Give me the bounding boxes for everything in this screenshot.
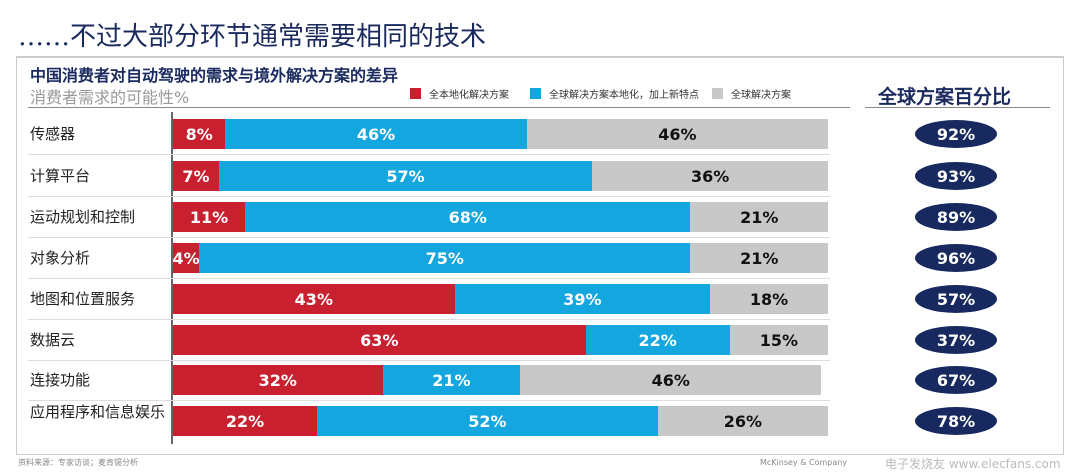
legend-item-global: 全球解决方案 xyxy=(712,86,791,101)
bar-segment: 21% xyxy=(690,202,828,232)
source-note: 资料来源：专家访谈；麦肯锡分析 xyxy=(18,458,138,467)
category-label: 运动规划和控制 xyxy=(30,208,136,226)
global-percent-badge: 89% xyxy=(915,203,997,231)
category-label: 传感器 xyxy=(30,125,76,143)
legend-label: 全球解决方案本地化，加上新特点 xyxy=(549,90,699,101)
bar-segment: 32% xyxy=(173,365,383,395)
bar-segment: 26% xyxy=(657,406,828,436)
category-label: 地图和位置服务 xyxy=(30,290,136,308)
category-label: 数据云 xyxy=(30,331,76,349)
legend-swatch xyxy=(712,88,723,99)
category-label: 对象分析 xyxy=(30,249,91,267)
divider xyxy=(28,107,850,108)
chart-title: 中国消费者对自动驾驶的需求与境外解决方案的差异 xyxy=(30,66,399,85)
divider xyxy=(865,107,1050,108)
watermark: 电子发烧友 www.elecfans.com xyxy=(885,457,1061,471)
page-title: ……不过大部分环节通常需要相同的技术 xyxy=(18,22,487,52)
category-label: 计算平台 xyxy=(30,167,91,185)
category-label: 连接功能 xyxy=(30,371,91,389)
global-percent-header: 全球方案百分比 xyxy=(878,86,1012,108)
bar-segment: 22% xyxy=(585,325,730,355)
bar-segment: 11% xyxy=(173,202,246,232)
bar-segment: 4% xyxy=(173,243,200,273)
legend-swatch xyxy=(410,88,421,99)
row-separator xyxy=(28,237,830,238)
global-percent-badge: 78% xyxy=(915,407,997,435)
row-separator xyxy=(28,360,830,361)
legend-swatch xyxy=(530,88,541,99)
legend-label: 全球解决方案 xyxy=(731,90,791,101)
global-percent-badge: 57% xyxy=(915,285,997,313)
bar-segment: 22% xyxy=(173,406,318,436)
bar-segment: 8% xyxy=(173,119,226,149)
bar-segment: 46% xyxy=(225,119,527,149)
row-separator xyxy=(28,319,830,320)
bar-segment: 43% xyxy=(173,284,455,314)
bar-segment: 63% xyxy=(173,325,586,355)
chart-panel xyxy=(16,56,1064,455)
bar-segment: 18% xyxy=(710,284,828,314)
brand: McKinsey & Company xyxy=(760,458,848,467)
global-percent-badge: 93% xyxy=(915,162,997,190)
bar-segment: 15% xyxy=(729,325,828,355)
bar-segment: 36% xyxy=(592,161,828,191)
bar-segment: 21% xyxy=(382,365,521,395)
bar-segment: 75% xyxy=(199,243,691,273)
global-percent-badge: 92% xyxy=(915,120,997,148)
chart-subtitle: 消费者需求的可能性% xyxy=(30,88,190,107)
global-percent-badge: 96% xyxy=(915,244,997,272)
row-separator xyxy=(28,278,830,279)
legend-item-local: 全本地化解决方案 xyxy=(410,86,509,101)
row-separator xyxy=(28,400,830,401)
bar-segment: 52% xyxy=(317,406,658,436)
category-label: 应用程序和信息娱乐 xyxy=(30,403,166,421)
bar-segment: 39% xyxy=(454,284,711,314)
bar-segment: 46% xyxy=(526,119,828,149)
global-percent-badge: 37% xyxy=(915,326,997,354)
bar-segment: 57% xyxy=(218,161,593,191)
bar-segment: 46% xyxy=(520,365,822,395)
bar-segment: 68% xyxy=(245,202,691,232)
legend-label: 全本地化解决方案 xyxy=(429,90,509,101)
global-percent-badge: 67% xyxy=(915,366,997,394)
bar-segment: 7% xyxy=(173,161,219,191)
row-separator xyxy=(28,154,830,155)
bar-segment: 21% xyxy=(690,243,828,273)
row-separator xyxy=(28,196,830,197)
legend-item-global-localized: 全球解决方案本地化，加上新特点 xyxy=(530,86,699,101)
